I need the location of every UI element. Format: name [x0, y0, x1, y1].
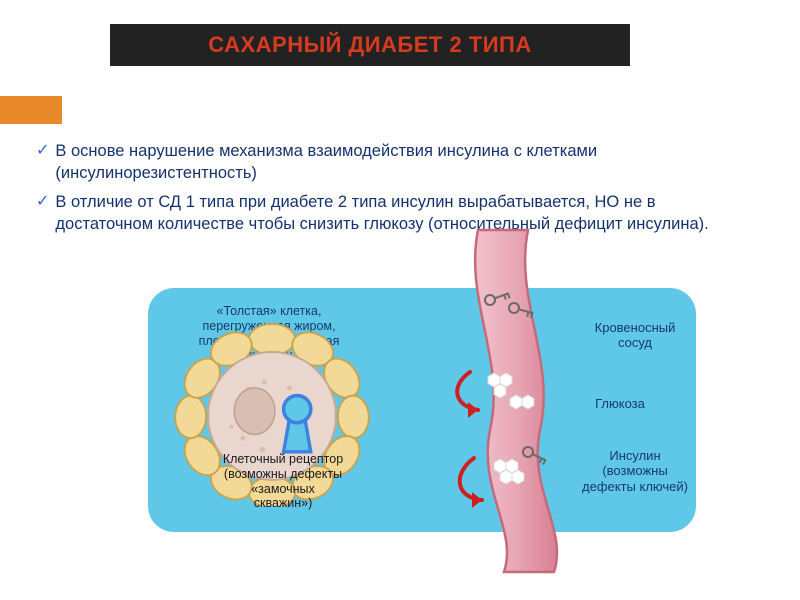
title-bar: САХАРНЫЙ ДИАБЕТ 2 ТИПА	[110, 24, 630, 66]
receptor-label: Клеточный рецептор (возможны дефекты «за…	[222, 452, 344, 511]
glucose-label: Глюкоза	[580, 396, 660, 411]
bullet-text: В отличие от СД 1 типа при диабете 2 тип…	[55, 191, 756, 236]
bullet-item: ✓ В отличие от СД 1 типа при диабете 2 т…	[36, 191, 756, 236]
bullet-list: ✓ В основе нарушение механизма взаимодей…	[36, 140, 756, 241]
blood-vessel-icon	[456, 230, 566, 572]
check-icon: ✓	[36, 191, 49, 213]
page-title: САХАРНЫЙ ДИАБЕТ 2 ТИПА	[208, 32, 532, 58]
check-icon: ✓	[36, 140, 49, 162]
orange-accent-tab	[0, 96, 62, 124]
bullet-text: В основе нарушение механизма взаимодейст…	[55, 140, 756, 185]
blood-vessel-label: Кровеносный сосуд	[580, 320, 690, 351]
insulin-label: Инсулин (возможны дефекты ключей)	[580, 448, 690, 494]
bullet-item: ✓ В основе нарушение механизма взаимодей…	[36, 140, 756, 185]
